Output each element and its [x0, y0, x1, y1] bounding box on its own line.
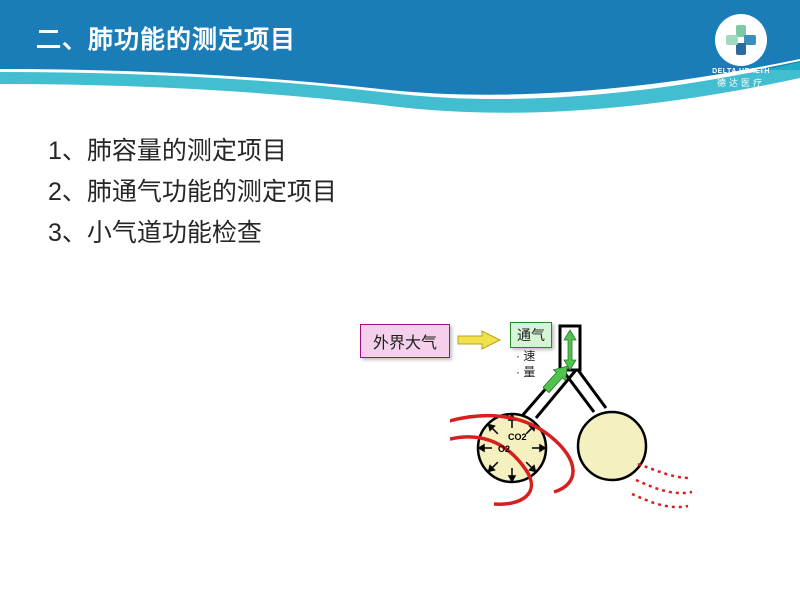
content-list: 1、肺容量的测定项目 2、肺通气功能的测定项目 3、小气道功能检查 — [48, 132, 337, 254]
list-item: 2、肺通气功能的测定项目 — [48, 173, 337, 212]
logo-cross-icon — [723, 22, 759, 58]
slide-title: 二、肺功能的测定项目 — [36, 20, 296, 56]
list-item: 1、肺容量的测定项目 — [48, 132, 337, 171]
header-wave — [0, 0, 800, 120]
logo-text-cn: 德达医疗 — [706, 76, 776, 89]
logo-text-en: DELTA HEALTH — [706, 68, 776, 75]
logo-circle — [715, 14, 767, 66]
gas-o2-label: O2 — [498, 444, 510, 454]
list-item: 3、小气道功能检查 — [48, 214, 337, 253]
label-outer-air: 外界大气 — [360, 324, 450, 358]
respiration-diagram: 外界大气 通气 速 量 — [360, 310, 740, 530]
gas-co2-label: CO2 — [508, 432, 527, 442]
logo: DELTA HEALTH 德达医疗 — [706, 14, 776, 89]
alveoli-diagram-icon — [450, 320, 710, 530]
